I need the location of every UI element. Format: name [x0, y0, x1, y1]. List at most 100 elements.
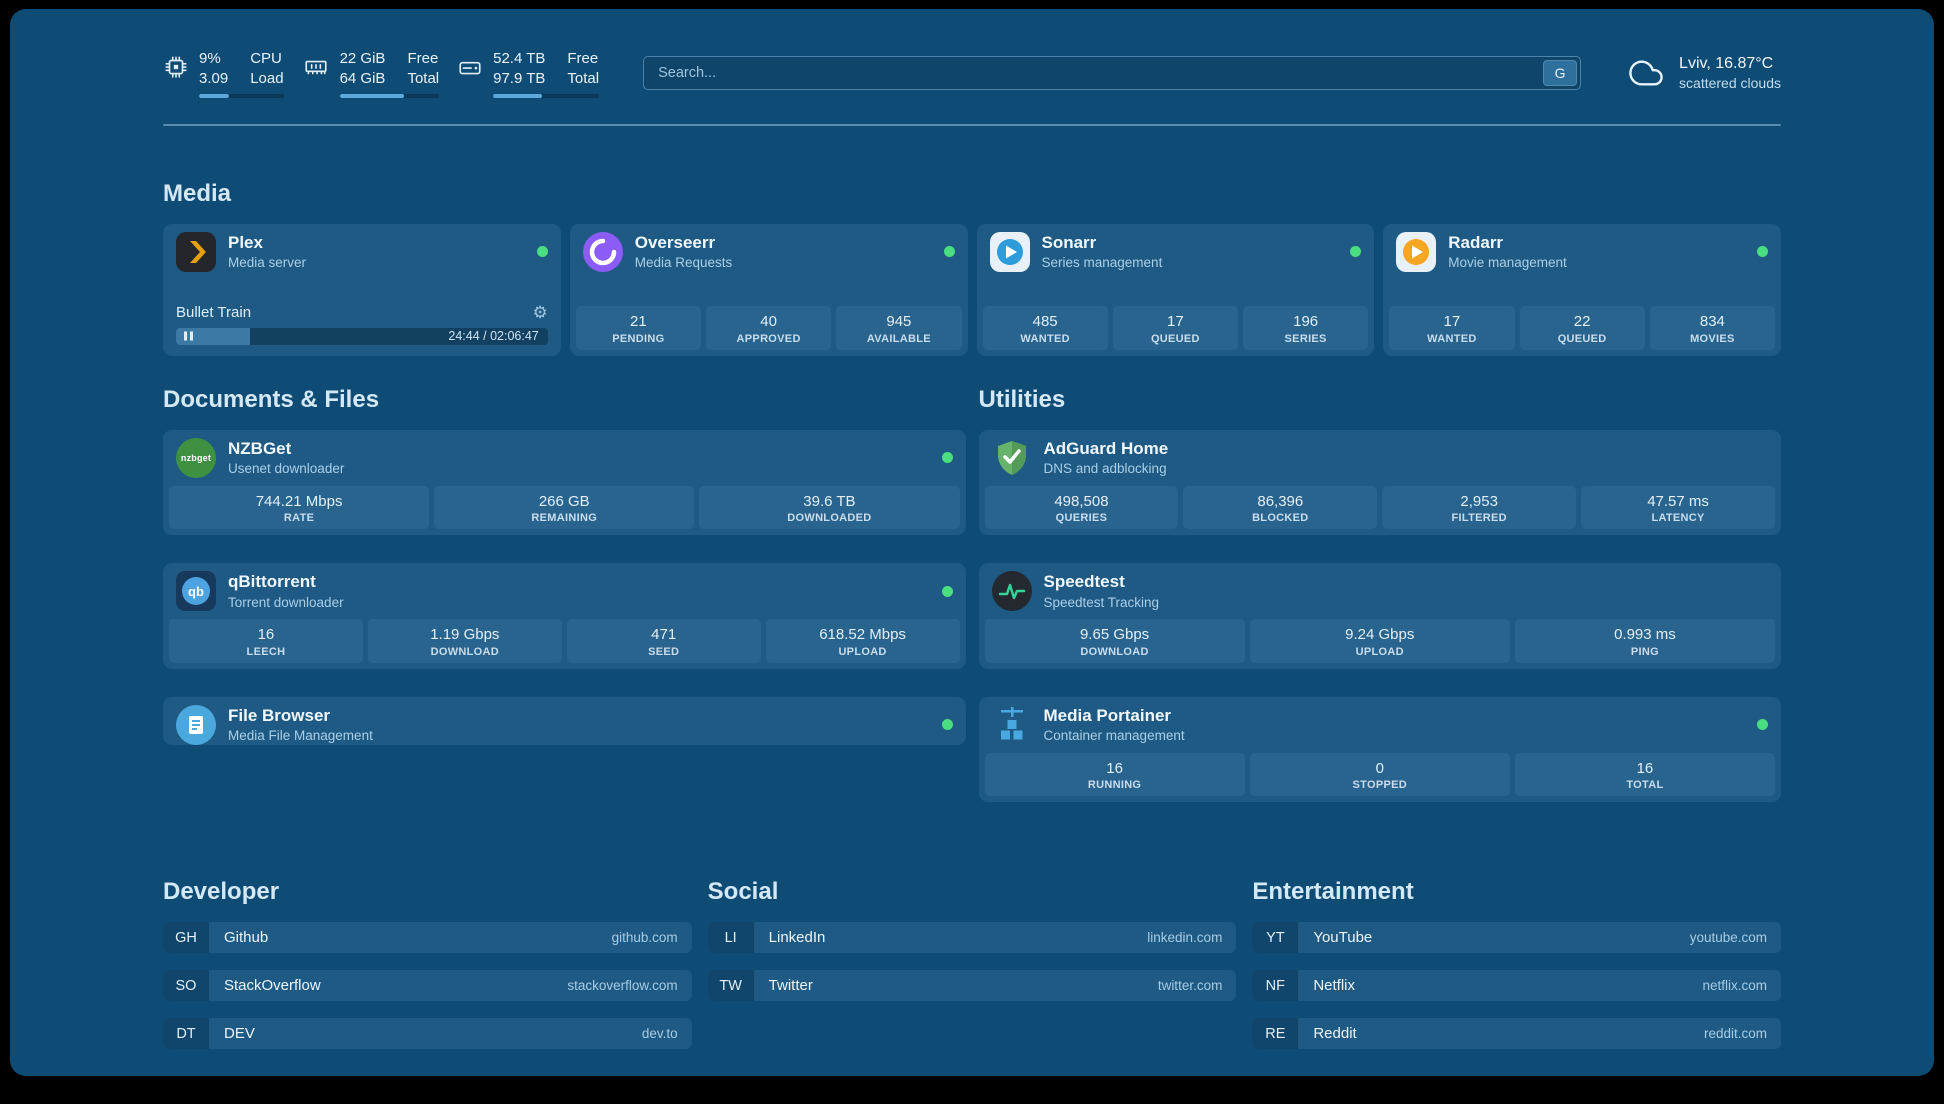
filebrowser-header[interactable]: File Browser Media File Management — [163, 697, 966, 745]
pause-icon[interactable] — [184, 331, 193, 341]
speedtest-header[interactable]: Speedtest Speedtest Tracking — [979, 563, 1782, 619]
stat-value: 16 — [257, 626, 275, 644]
stat-filtered: 2,953 FILTERED — [1382, 485, 1577, 530]
sonarr-icon — [989, 231, 1030, 272]
bookmark-domain: github.com — [611, 930, 678, 946]
portainer-header[interactable]: Media Portainer Container management — [979, 697, 1782, 753]
now-playing-title: Bullet Train — [176, 303, 252, 321]
bookmark-name: Github — [224, 929, 269, 947]
plex-header[interactable]: Plex Media server — [163, 224, 561, 280]
stat-value: 0.993 ms — [1614, 626, 1676, 644]
stat-label: LEECH — [246, 645, 286, 658]
speedtest-icon — [991, 571, 1032, 612]
stat-upload: 618.52 Mbps UPLOAD — [765, 619, 960, 663]
bookmark-reddit[interactable]: RE Reddit reddit.com — [1252, 1018, 1781, 1050]
bookmark-netflix[interactable]: NF Netflix netflix.com — [1252, 970, 1781, 1002]
status-dot — [1757, 719, 1768, 731]
stat-label: UPLOAD — [838, 645, 887, 658]
bookmark-name: LinkedIn — [768, 929, 826, 947]
stat-value: 16 — [1106, 759, 1123, 777]
sonarr-stats: 485 WANTED 17 QUEUED 196 SERIES — [977, 306, 1375, 356]
qbittorrent-header[interactable]: qb qBittorrent Torrent downloader — [163, 563, 966, 619]
bookmark-youtube[interactable]: YT YouTube youtube.com — [1252, 922, 1781, 954]
stat-label: BLOCKED — [1252, 512, 1309, 525]
stat-running: 16 RUNNING — [984, 752, 1245, 797]
sonarr-header[interactable]: Sonarr Series management — [977, 224, 1375, 280]
stat-value: 86,396 — [1257, 492, 1304, 510]
radarr-header[interactable]: Radarr Movie management — [1383, 224, 1781, 280]
cpu-value-col: 9% 3.09 — [199, 49, 228, 89]
service-name: Speedtest — [1043, 572, 1125, 592]
service-name: Plex — [228, 232, 263, 252]
bookmark-name: YouTube — [1313, 929, 1373, 947]
memory-label-col: Free Total — [407, 49, 439, 89]
stat-approved: 40 APPROVED — [706, 306, 832, 350]
service-name: Overseerr — [634, 232, 716, 252]
service-desc: Torrent downloader — [228, 594, 344, 610]
service-name: AdGuard Home — [1043, 438, 1169, 458]
card-portainer: Media Portainer Container management 16 … — [978, 696, 1782, 803]
disk-icon — [457, 54, 483, 80]
overseerr-header[interactable]: Overseerr Media Requests — [570, 224, 968, 280]
status-dot — [941, 585, 953, 597]
nzbget-header[interactable]: nzbget NZBGet Usenet downloader — [163, 430, 966, 486]
cpu-chip-icon — [163, 54, 189, 80]
bookmarks: Developer GH Github github.com SO StackO… — [163, 878, 1781, 1076]
speedtest-stats: 9.65 Gbps DOWNLOAD 9.24 Gbps UPLOAD 0.99… — [979, 619, 1782, 669]
service-name: Media Portainer — [1043, 705, 1172, 725]
playback-progress-fill — [176, 327, 251, 345]
card-nzbget: nzbget NZBGet Usenet downloader 744.21 M… — [163, 429, 966, 536]
playback-progress-bar[interactable]: 24:44 / 02:06:47 — [176, 327, 548, 345]
service-name: File Browser — [228, 705, 331, 725]
bookmark-domain: linkedin.com — [1147, 930, 1223, 946]
service-name: NZBGet — [228, 438, 292, 458]
bookmark-twitter[interactable]: TW Twitter twitter.com — [707, 970, 1237, 1002]
bookmark-abbr: RE — [1252, 1018, 1299, 1050]
section-media: Media Plex Media server — [163, 180, 1781, 356]
stat-value: 40 — [760, 313, 777, 331]
bookmark-dev[interactable]: DT DEV dev.to — [163, 1018, 692, 1050]
stat-label: STOPPED — [1352, 779, 1407, 792]
sonarr-meta: Sonarr Series management — [1042, 233, 1163, 270]
search-engine-button[interactable]: G — [1543, 60, 1578, 87]
nzbget-stats: 744.21 Mbps RATE 266 GB REMAINING 39.6 T… — [163, 485, 966, 536]
memory-total: 64 GiB — [339, 69, 386, 87]
weather-meta: Lviv, 16.87°C scattered clouds — [1679, 55, 1781, 91]
stat-value: 618.52 Mbps — [819, 626, 906, 644]
gear-icon[interactable]: ⚙ — [532, 302, 548, 322]
bookmark-name: Twitter — [768, 977, 813, 995]
card-adguard: AdGuard Home DNS and adblocking 498,508 … — [978, 429, 1782, 536]
bookmark-stackoverflow[interactable]: SO StackOverflow stackoverflow.com — [163, 970, 692, 1002]
memory-free: 22 GiB — [339, 50, 386, 67]
cpu-progress-track — [199, 93, 284, 98]
stat-wanted: 17 WANTED — [1389, 306, 1515, 350]
card-radarr: Radarr Movie management 17 WANTED 22 QUE… — [1383, 223, 1781, 356]
dashboard-page: 9% 3.09 CPU Load — [10, 9, 1934, 1076]
disk-value-col: 52.4 TB 97.9 TB — [493, 49, 545, 89]
status-dot — [943, 246, 955, 258]
stat-label: DOWNLOAD — [1080, 645, 1149, 658]
stat-value: 39.6 TB — [803, 492, 856, 510]
now-playing: Bullet Train ⚙ 24:44 / 02:06:47 — [163, 304, 561, 356]
service-desc: DNS and adblocking — [1043, 461, 1167, 477]
middle-columns: Documents & Files nzbget NZBGet Usenet d… — [163, 386, 1781, 803]
stat-label: APPROVED — [736, 332, 801, 345]
filebrowser-icon — [176, 704, 216, 745]
search-input[interactable] — [643, 56, 1582, 91]
stat-value: 498,508 — [1054, 492, 1109, 510]
disk-monitor-body: 52.4 TB 97.9 TB Free Total — [493, 49, 600, 98]
cpu-values: 9% 3.09 CPU Load — [199, 49, 284, 89]
stat-label: WANTED — [1020, 332, 1070, 345]
stat-value: 196 — [1293, 313, 1319, 331]
bookmark-linkedin[interactable]: LI LinkedIn linkedin.com — [707, 922, 1237, 954]
adguard-header[interactable]: AdGuard Home DNS and adblocking — [979, 430, 1782, 486]
bookmark-github[interactable]: GH Github github.com — [163, 922, 692, 954]
stat-leech: 16 LEECH — [169, 619, 363, 663]
disk-values: 52.4 TB 97.9 TB Free Total — [493, 49, 599, 89]
qbittorrent-icon: qb — [176, 571, 216, 612]
ram-icon — [302, 54, 330, 80]
status-dot — [1350, 246, 1362, 258]
cpu-label: CPU — [250, 50, 282, 67]
stat-value: 945 — [886, 313, 912, 331]
card-filebrowser: File Browser Media File Management — [163, 696, 966, 745]
